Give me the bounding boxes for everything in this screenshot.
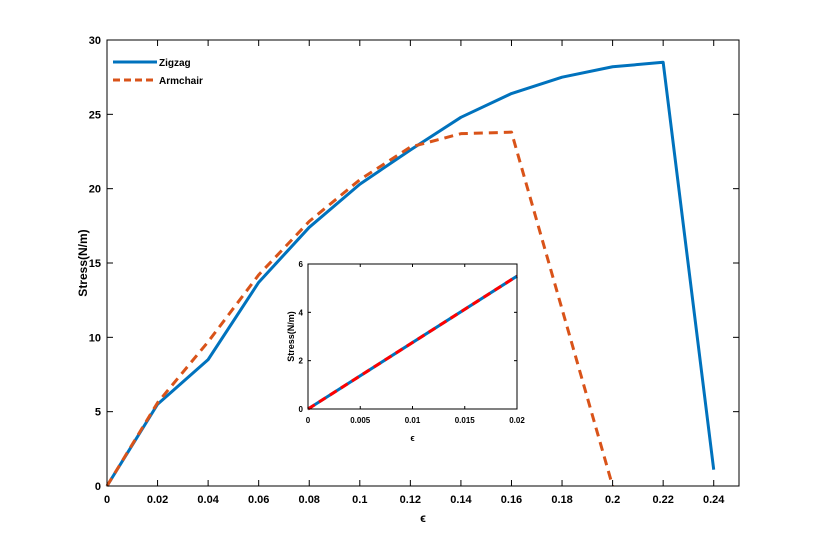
inset-ytick-label-1: 2 xyxy=(299,357,304,366)
inset-xtick-label-1: 0.005 xyxy=(350,416,371,425)
inset-xtick-label-2: 0.01 xyxy=(405,416,421,425)
main-series-line-armchair xyxy=(105,130,615,487)
inset-x-tick-labels: 0 0.005 0.01 0.015 0.02 xyxy=(306,416,526,425)
main-xtick-label-10: 0.2 xyxy=(605,494,620,506)
main-x-axis-label: ϵ xyxy=(420,511,426,525)
inset-series-line-armchair xyxy=(307,274,518,411)
main-y-tick-labels: 0 5 10 15 20 25 30 xyxy=(89,35,101,493)
inset-x-axis-label: ϵ xyxy=(410,433,414,443)
main-ytick-label-4: 20 xyxy=(89,184,101,196)
main-series-lines xyxy=(105,60,716,487)
inset-background xyxy=(308,264,517,409)
main-xtick-label-2: 0.04 xyxy=(197,494,219,506)
main-xtick-label-11: 0.22 xyxy=(652,494,673,506)
main-ytick-label-1: 5 xyxy=(95,407,101,419)
inset-ytick-label-0: 0 xyxy=(299,405,304,414)
main-ytick-label-3: 15 xyxy=(89,258,101,270)
legend-label-zigzag: Zigzag xyxy=(159,58,191,69)
inset-ytick-label-2: 4 xyxy=(299,308,304,317)
main-xtick-label-8: 0.16 xyxy=(501,494,522,506)
main-series-line-zigzag xyxy=(105,60,716,487)
main-xtick-label-12: 0.24 xyxy=(703,494,725,506)
inset-xtick-label-3: 0.015 xyxy=(455,416,476,425)
legend: Zigzag Armchair xyxy=(113,58,203,87)
main-tick-marks xyxy=(106,39,739,487)
inset-xtick-label-4: 0.02 xyxy=(509,416,525,425)
main-y-axis-label: Stress(N/m) xyxy=(76,229,90,296)
main-ytick-label-5: 25 xyxy=(89,109,101,121)
main-xtick-label-5: 0.1 xyxy=(352,494,367,506)
main-plot: 0 0.02 0.04 0.06 0.08 0.1 0.12 0.14 0.16 0.18 0.2 0… xyxy=(76,35,740,525)
inset-plot: 0 0.005 0.01 0.015 0.02 0 2 4 6 ϵ Stress(N/m) xyxy=(286,260,525,443)
inset-tick-marks xyxy=(307,263,518,410)
inset-ytick-label-3: 6 xyxy=(299,260,304,269)
legend-label-armchair: Armchair xyxy=(159,76,203,87)
main-xtick-label-7: 0.14 xyxy=(450,494,472,506)
main-xtick-label-3: 0.06 xyxy=(248,494,269,506)
main-ytick-label-6: 30 xyxy=(89,35,101,47)
main-xtick-label-4: 0.08 xyxy=(299,494,320,506)
inset-xtick-label-0: 0 xyxy=(306,416,311,425)
main-xtick-label-6: 0.12 xyxy=(400,494,421,506)
main-xtick-label-9: 0.18 xyxy=(551,494,572,506)
main-xtick-label-1: 0.02 xyxy=(147,494,168,506)
main-ytick-label-0: 0 xyxy=(95,481,101,493)
main-ytick-label-2: 10 xyxy=(89,332,101,344)
main-x-tick-labels: 0 0.02 0.04 0.06 0.08 0.1 0.12 0.14 0.16 0.18 0.2 0… xyxy=(104,494,725,506)
inset-series-lines xyxy=(307,274,518,411)
inset-y-axis-label: Stress(N/m) xyxy=(286,311,296,362)
main-xtick-label-0: 0 xyxy=(104,494,110,506)
inset-y-tick-labels: 0 2 4 6 xyxy=(299,260,304,414)
